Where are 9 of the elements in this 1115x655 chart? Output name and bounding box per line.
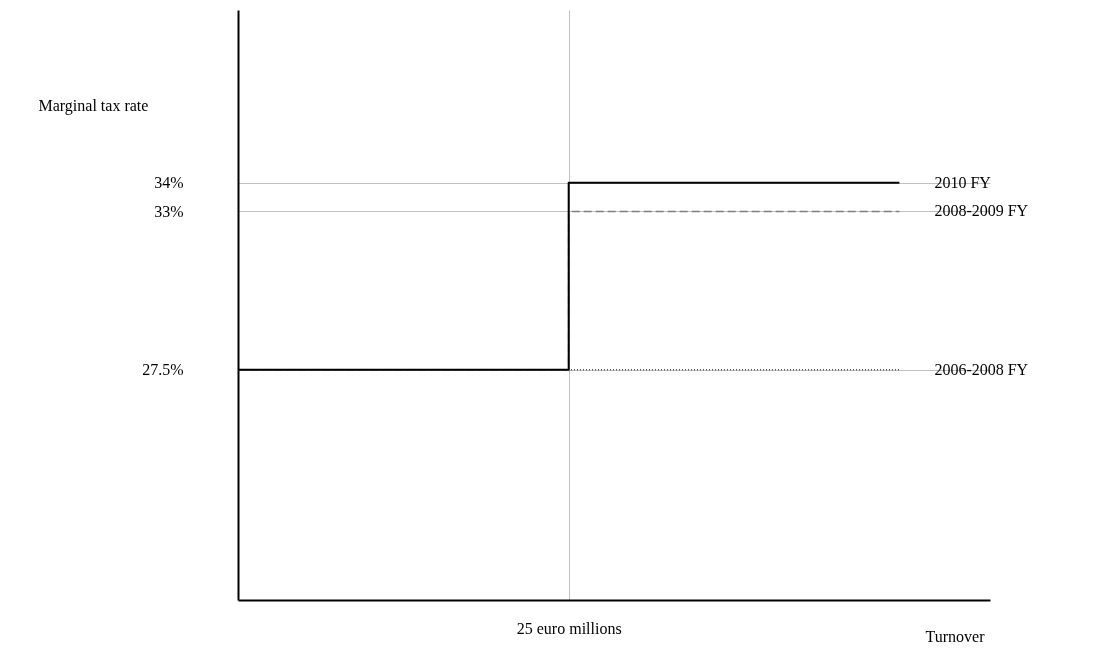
x-axis-title: Turnover [925,627,986,645]
text: 2010 FY [934,173,992,191]
text: 2008-2009 FY [934,202,1029,220]
y-axis-title: Marginal tax rate [38,96,149,115]
y-tick-label: 27.5% [142,361,184,379]
y-tick-label: 33% [154,202,184,220]
text: 2006-2008 FY [934,360,1029,378]
y-tick-label: 34% [154,174,184,192]
x-tick-label: 25 euro millions [516,619,622,637]
